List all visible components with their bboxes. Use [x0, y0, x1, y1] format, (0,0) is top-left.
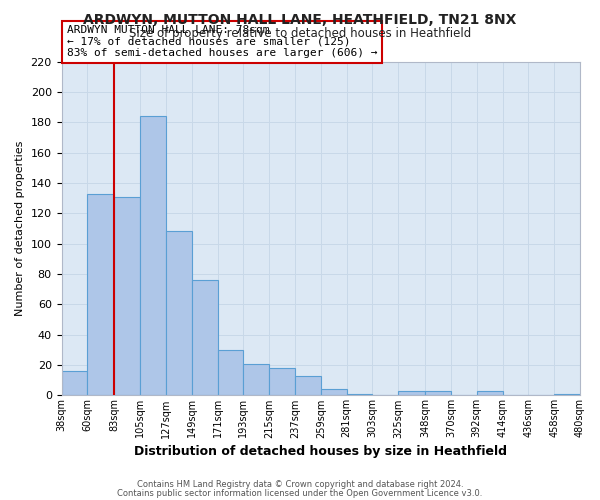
Bar	[477, 391, 503, 396]
Bar	[425, 391, 451, 396]
Bar	[554, 394, 580, 396]
Text: ARDWYN, MUTTON HALL LANE, HEATHFIELD, TN21 8NX: ARDWYN, MUTTON HALL LANE, HEATHFIELD, TN…	[83, 12, 517, 26]
X-axis label: Distribution of detached houses by size in Heathfield: Distribution of detached houses by size …	[134, 444, 507, 458]
Bar	[166, 232, 192, 396]
Text: Size of property relative to detached houses in Heathfield: Size of property relative to detached ho…	[129, 28, 471, 40]
Bar	[269, 368, 295, 396]
Bar	[192, 280, 218, 396]
Bar	[244, 364, 269, 396]
Bar	[115, 196, 140, 396]
Text: Contains public sector information licensed under the Open Government Licence v3: Contains public sector information licen…	[118, 488, 482, 498]
Bar	[347, 394, 373, 396]
Bar	[398, 391, 425, 396]
Bar	[88, 194, 115, 396]
Bar	[321, 390, 347, 396]
Text: ARDWYN MUTTON HALL LANE: 78sqm
← 17% of detached houses are smaller (125)
83% of: ARDWYN MUTTON HALL LANE: 78sqm ← 17% of …	[67, 25, 377, 58]
Bar	[295, 376, 321, 396]
Bar	[140, 116, 166, 396]
Y-axis label: Number of detached properties: Number of detached properties	[15, 141, 25, 316]
Text: Contains HM Land Registry data © Crown copyright and database right 2024.: Contains HM Land Registry data © Crown c…	[137, 480, 463, 489]
Bar	[218, 350, 244, 396]
Bar	[62, 371, 88, 396]
